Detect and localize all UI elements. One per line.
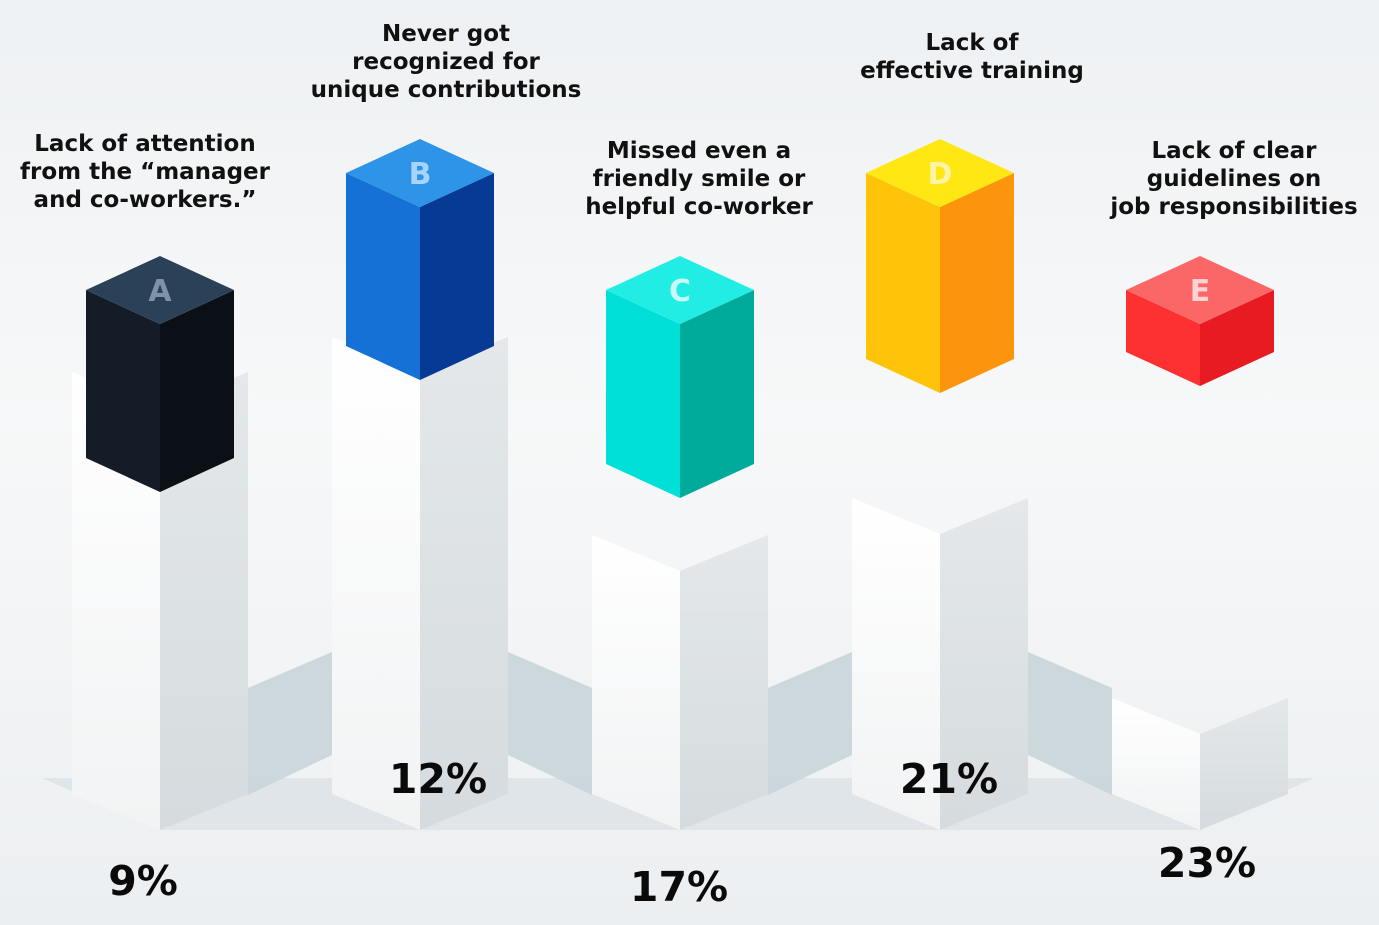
pedestal-b-right: [420, 337, 508, 830]
bar-group-c: C Missed even a friendly smile or helpful c…: [585, 138, 813, 911]
bar-a-front-right: [160, 290, 234, 492]
value-label-c: 17%: [630, 863, 728, 911]
caption-c-line-1: Missed even a: [607, 138, 791, 164]
caption-c-line-3: helpful co-worker: [585, 194, 813, 220]
pedestal-a-left: [72, 372, 160, 830]
bar-group-a: A Lack of attention from the “manager and c…: [20, 131, 271, 905]
caption-d-line-1: Lack of: [926, 30, 1020, 56]
bar-e-front-left: [1126, 290, 1200, 386]
bar-a-front-left: [86, 290, 160, 492]
bar-e-letter: E: [1190, 274, 1211, 309]
caption-b-line-2: recognized for: [352, 49, 540, 75]
value-label-a: 9%: [108, 857, 178, 905]
bar-b-front-left: [346, 173, 420, 380]
caption-b: Never got recognized for unique contributi…: [311, 21, 582, 103]
caption-b-line-3: unique contributions: [311, 77, 582, 103]
bar-group-d: D Lack of effective training 21%: [852, 30, 1084, 830]
caption-d-line-2: effective training: [860, 58, 1084, 84]
pedestal-d-right: [940, 498, 1028, 830]
caption-e: Lack of clear guidelines on job responsibi…: [1109, 138, 1357, 220]
bar-a-letter: A: [148, 274, 172, 309]
value-label-e: 23%: [1158, 839, 1256, 887]
bar-e-top: [1126, 256, 1274, 324]
pedestal-c-left: [592, 535, 680, 830]
pedestal-e-right: [1200, 698, 1288, 830]
caption-c: Missed even a friendly smile or helpful co…: [585, 138, 813, 220]
shadow-1: [248, 652, 332, 795]
caption-e-line-1: Lack of clear: [1152, 138, 1318, 164]
shadow-2: [508, 652, 592, 795]
shadow-3: [768, 652, 852, 795]
bar-d-letter: D: [928, 157, 953, 192]
pedestal-e-left: [1112, 698, 1200, 830]
caption-a-line-1: Lack of attention: [34, 131, 255, 157]
bar-d-top: [866, 139, 1014, 207]
bar-c-top: [606, 256, 754, 324]
pedestal-c-right: [680, 535, 768, 830]
bar-d-front-right: [940, 173, 1014, 393]
value-label-b: 12%: [389, 755, 487, 803]
value-label-d: 21%: [900, 755, 998, 803]
bar-a-top: [86, 256, 234, 324]
bar-c-front-right: [680, 290, 754, 498]
shadow-4: [1028, 652, 1112, 795]
bar-b-top: [346, 139, 494, 207]
caption-a-line-3: and co-workers.”: [34, 187, 257, 213]
bar-d-front-left: [866, 173, 940, 393]
caption-d: Lack of effective training: [860, 30, 1084, 84]
caption-c-line-2: friendly smile or: [593, 166, 806, 192]
caption-b-line-1: Never got: [382, 21, 510, 47]
caption-e-line-2: guidelines on: [1147, 166, 1321, 192]
bar-b-front-right: [420, 173, 494, 380]
caption-a: Lack of attention from the “manager and co…: [20, 131, 271, 213]
bar-b-letter: B: [409, 157, 432, 192]
caption-a-line-2: from the “manager: [20, 159, 271, 185]
bar-c-front-left: [606, 290, 680, 498]
bar-c-letter: C: [669, 274, 691, 309]
pedestal-b-left: [332, 337, 420, 830]
bar-group-b: B Never got recognized for unique contribut…: [311, 21, 582, 830]
pedestal-d-left: [852, 498, 940, 830]
caption-e-line-3: job responsibilities: [1109, 194, 1357, 220]
pedestal-a-right: [160, 372, 248, 830]
bar-group-e: E Lack of clear guidelines on job responsib…: [1109, 138, 1357, 887]
bar-e-front-right: [1200, 290, 1274, 386]
